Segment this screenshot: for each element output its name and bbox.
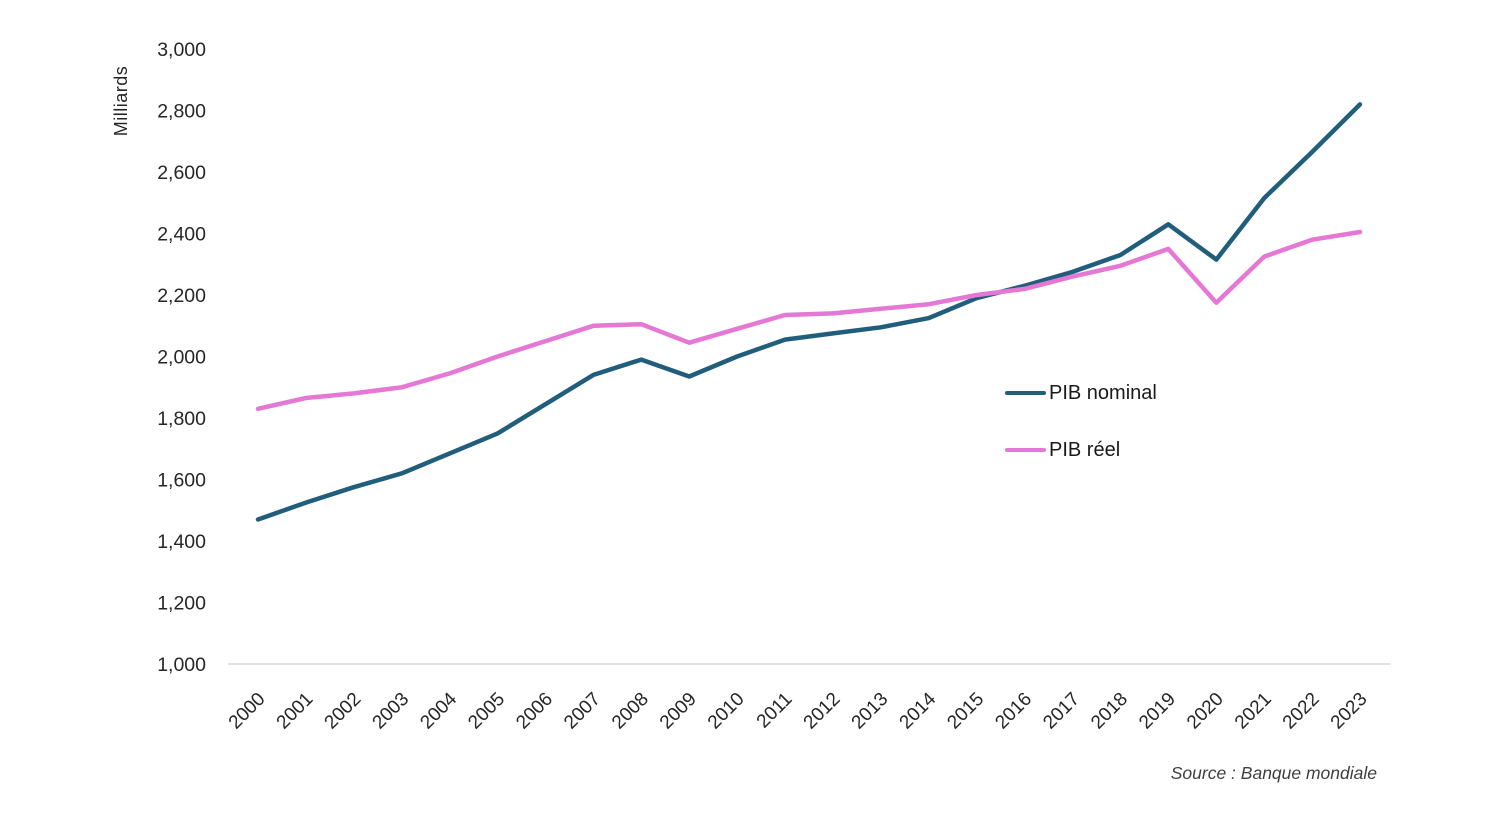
x-tick-label: 2003 [369,689,414,734]
source-note: Source : Banque mondiale [1170,763,1377,783]
y-tick-label: 1,400 [157,531,206,553]
x-tick-label: 2012 [800,689,845,734]
series-line-pib-nominal [255,102,1363,522]
x-tick-label: 2020 [1183,689,1228,734]
x-tick-label: 2007 [560,689,605,734]
x-tick-label: 2017 [1039,689,1084,734]
y-tick-label: 2,200 [157,285,206,307]
x-tick-label: 2008 [608,689,653,734]
y-tick-label: 2,000 [157,347,206,369]
x-tick-label: 2002 [321,689,366,734]
y-tick-label: 1,200 [157,593,206,615]
legend-swatch-pib-nominal [1005,390,1046,396]
x-tick-label: 2023 [1327,689,1372,734]
x-tick-label: 2013 [848,689,893,734]
x-tick-label: 2018 [1087,689,1132,734]
x-tick-label: 2014 [896,688,941,733]
x-tick-label: 2021 [1231,689,1276,734]
legend-swatch-pib-reel [1005,447,1046,453]
x-tick-label: 2004 [416,688,461,733]
x-tick-label: 2005 [464,689,509,734]
y-tick-label: 1,000 [157,654,206,676]
legend-label-pib-reel: PIB réel [1049,438,1121,461]
x-tick-label: 2011 [753,689,797,733]
x-tick-label: 2001 [273,689,318,734]
legend-label-pib-nominal: PIB nominal [1049,381,1157,404]
y-tick-label: 2,800 [157,101,206,123]
y-tick-label: 1,600 [157,470,206,492]
y-tick-label: 1,800 [157,408,206,430]
x-tick-label: 2016 [991,689,1036,734]
y-tick-label: 2,400 [157,224,206,246]
x-tick-label: 2009 [656,689,701,734]
x-tick-label: 2010 [704,689,749,734]
series-line-pib-reel [255,229,1363,412]
x-tick-label: 2000 [225,689,270,734]
legend-item-pib-reel: PIB réel [1005,438,1157,462]
x-tick-label: 2019 [1135,689,1180,734]
chart-legend: PIB nominal PIB réel [1005,381,1157,495]
legend-item-pib-nominal: PIB nominal [1005,381,1157,405]
x-tick-label: 2006 [512,689,557,734]
x-tick-label: 2015 [943,689,988,734]
x-tick-label: 2022 [1279,689,1324,734]
y-tick-label: 3,000 [157,39,206,61]
y-tick-label: 2,600 [157,162,206,184]
